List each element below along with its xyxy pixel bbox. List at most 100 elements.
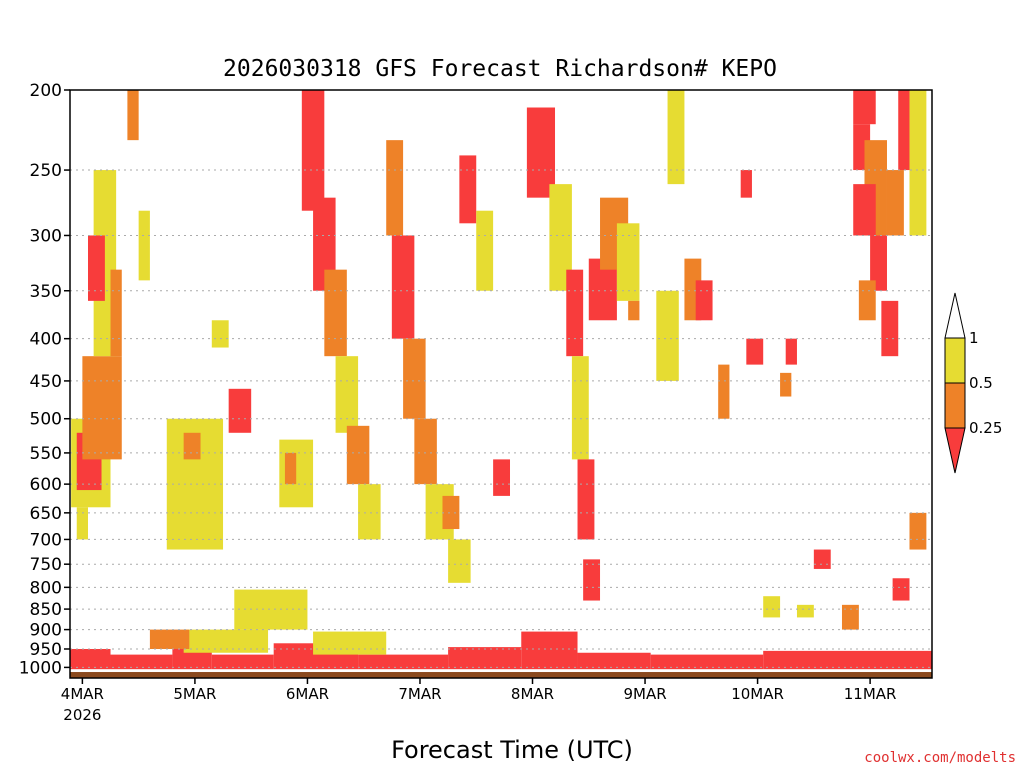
boundary-layer-cell bbox=[577, 652, 651, 670]
ri-cell bbox=[718, 364, 730, 419]
x-tick-label: 10MAR bbox=[731, 685, 784, 703]
x-tick-label: 11MAR bbox=[844, 685, 897, 703]
x-tick-label: 8MAR bbox=[511, 685, 554, 703]
source-credit: coolwx.com/modelts bbox=[864, 750, 1016, 766]
boundary-layer-cell bbox=[149, 629, 190, 649]
y-tick-label: 1000 bbox=[19, 658, 62, 678]
boundary-layer-cell bbox=[183, 629, 269, 653]
boundary-layer-cell bbox=[211, 654, 274, 670]
ri-cell bbox=[493, 459, 511, 496]
ri-cell bbox=[88, 235, 105, 301]
ri-cell bbox=[313, 197, 336, 291]
boundary-layer-cell bbox=[70, 648, 111, 670]
ri-cell bbox=[656, 290, 679, 381]
y-tick-label: 250 bbox=[30, 161, 62, 181]
y-tick-label: 400 bbox=[30, 330, 62, 350]
richardson-cells bbox=[71, 90, 927, 630]
x-axis-label: Forecast Time (UTC) bbox=[391, 736, 633, 764]
x-tick-label: 5MAR bbox=[173, 685, 216, 703]
ri-cell bbox=[549, 184, 572, 291]
ri-cell bbox=[335, 356, 359, 433]
legend-bottom-arrow bbox=[944, 427, 966, 474]
ri-cell bbox=[138, 210, 150, 281]
boundary-layer-cell bbox=[234, 589, 308, 630]
ri-cell bbox=[110, 269, 122, 357]
plot-frame bbox=[69, 89, 933, 679]
legend-swatch-mid bbox=[944, 382, 966, 429]
ri-cell bbox=[571, 356, 589, 460]
ri-cell bbox=[628, 300, 640, 321]
ri-cell bbox=[577, 459, 595, 540]
ri-cell bbox=[127, 90, 139, 141]
ground-layer bbox=[70, 672, 932, 678]
ri-cell bbox=[391, 235, 415, 339]
ri-cell bbox=[695, 280, 713, 321]
ri-cell bbox=[403, 338, 426, 419]
ri-cell bbox=[448, 539, 471, 583]
x-tick-sublabel: 2026 bbox=[63, 706, 101, 724]
ri-cell bbox=[346, 425, 370, 485]
ri-cell bbox=[301, 90, 325, 211]
ri-cell bbox=[853, 184, 876, 236]
ri-cell bbox=[785, 338, 797, 365]
y-tick-label: 200 bbox=[30, 81, 62, 101]
ri-cell bbox=[228, 388, 252, 433]
ri-cell bbox=[414, 418, 437, 485]
ri-cell bbox=[566, 269, 584, 357]
legend-level-label: 1 bbox=[969, 329, 979, 347]
ri-cell bbox=[211, 320, 229, 348]
ri-cell bbox=[740, 170, 752, 198]
y-tick-label: 300 bbox=[30, 226, 62, 246]
legend-level-label: 0.25 bbox=[969, 419, 1002, 437]
ri-cell bbox=[358, 484, 381, 540]
ri-cell bbox=[909, 90, 927, 236]
ri-cell bbox=[183, 432, 201, 460]
y-tick-label: 600 bbox=[30, 475, 62, 495]
ri-cell bbox=[841, 604, 859, 630]
ri-cell bbox=[909, 512, 927, 550]
boundary-layer-cell bbox=[110, 654, 173, 670]
y-tick-label: 550 bbox=[30, 444, 62, 464]
boundary-layer-cell bbox=[763, 650, 932, 670]
legend-level-label: 0.5 bbox=[969, 374, 993, 392]
chart-title: 2026030318 GFS Forecast Richardson# KEPO bbox=[223, 56, 777, 82]
y-tick-label: 750 bbox=[30, 555, 62, 575]
ri-cell bbox=[886, 170, 904, 236]
ri-cell bbox=[616, 223, 640, 301]
ri-cell bbox=[667, 90, 685, 185]
boundary-layer-cell bbox=[521, 631, 578, 670]
ri-cell bbox=[526, 107, 556, 198]
y-tick-label: 500 bbox=[30, 410, 62, 430]
ri-cell bbox=[284, 452, 297, 485]
ri-cell bbox=[796, 604, 814, 618]
ri-cell bbox=[583, 559, 601, 601]
ri-cell bbox=[459, 155, 477, 224]
ri-cell bbox=[476, 210, 494, 291]
y-tick-label: 900 bbox=[30, 621, 62, 641]
time-axis: 4MAR 2026 5MAR 6MAR 7MAR 8MAR 9MAR 10MAR 11MAR bbox=[61, 678, 897, 724]
ri-cell bbox=[853, 90, 876, 125]
ri-cell bbox=[858, 280, 876, 321]
plot-area bbox=[70, 90, 932, 678]
boundary-layer-cells bbox=[70, 589, 932, 670]
ri-cell bbox=[324, 269, 347, 357]
ri-cell bbox=[386, 140, 404, 236]
ground-band bbox=[70, 672, 932, 678]
y-tick-label: 700 bbox=[30, 530, 62, 550]
y-tick-label: 850 bbox=[30, 600, 62, 620]
ri-cell bbox=[442, 495, 460, 530]
boundary-layer-cell bbox=[358, 654, 449, 670]
y-tick-label: 650 bbox=[30, 504, 62, 524]
ri-cell bbox=[881, 300, 899, 357]
boundary-layer-cell bbox=[313, 631, 387, 655]
y-tick-label: 350 bbox=[30, 282, 62, 302]
ri-cell bbox=[870, 235, 887, 291]
ri-cell bbox=[82, 356, 122, 460]
color-legend: 1 0.5 0.25 bbox=[944, 292, 1002, 474]
legend-swatch-high bbox=[944, 337, 966, 384]
ri-cell bbox=[813, 549, 831, 569]
ri-cell bbox=[746, 338, 764, 365]
x-tick-label: 7MAR bbox=[398, 685, 441, 703]
x-tick-label: 9MAR bbox=[623, 685, 666, 703]
